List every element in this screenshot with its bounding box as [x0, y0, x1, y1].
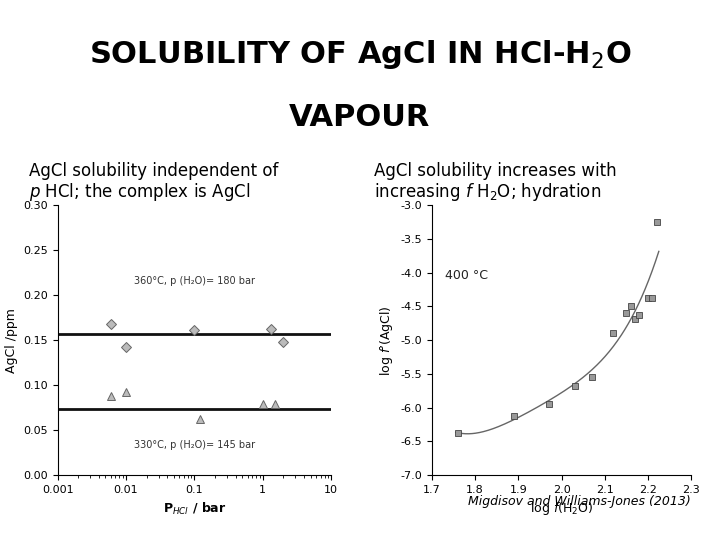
Text: $p$ HCl; the complex is AgCl: $p$ HCl; the complex is AgCl	[29, 181, 250, 203]
X-axis label: log $f$(H$_2$O): log $f$(H$_2$O)	[530, 501, 593, 517]
Text: 400 °C: 400 °C	[445, 269, 488, 282]
Text: increasing $f$ H$_2$O; hydration: increasing $f$ H$_2$O; hydration	[374, 181, 602, 203]
Y-axis label: AgCl /ppm: AgCl /ppm	[4, 308, 17, 373]
Text: 330°C, p (H₂O)= 145 bar: 330°C, p (H₂O)= 145 bar	[134, 440, 255, 450]
Text: AgCl solubility increases with: AgCl solubility increases with	[374, 162, 617, 180]
Text: Migdisov and Williams-Jones (2013): Migdisov and Williams-Jones (2013)	[469, 495, 691, 508]
Text: AgCl solubility independent of: AgCl solubility independent of	[29, 162, 278, 180]
Y-axis label: log $f$’(AgCl): log $f$’(AgCl)	[378, 305, 395, 376]
X-axis label: P$_{HCl}$ / bar: P$_{HCl}$ / bar	[163, 501, 226, 517]
Text: VAPOUR: VAPOUR	[289, 103, 431, 132]
Text: 360°C, p (H₂O)= 180 bar: 360°C, p (H₂O)= 180 bar	[134, 275, 255, 286]
Text: SOLUBILITY OF AgCl IN HCl-H$_2$O: SOLUBILITY OF AgCl IN HCl-H$_2$O	[89, 38, 631, 71]
